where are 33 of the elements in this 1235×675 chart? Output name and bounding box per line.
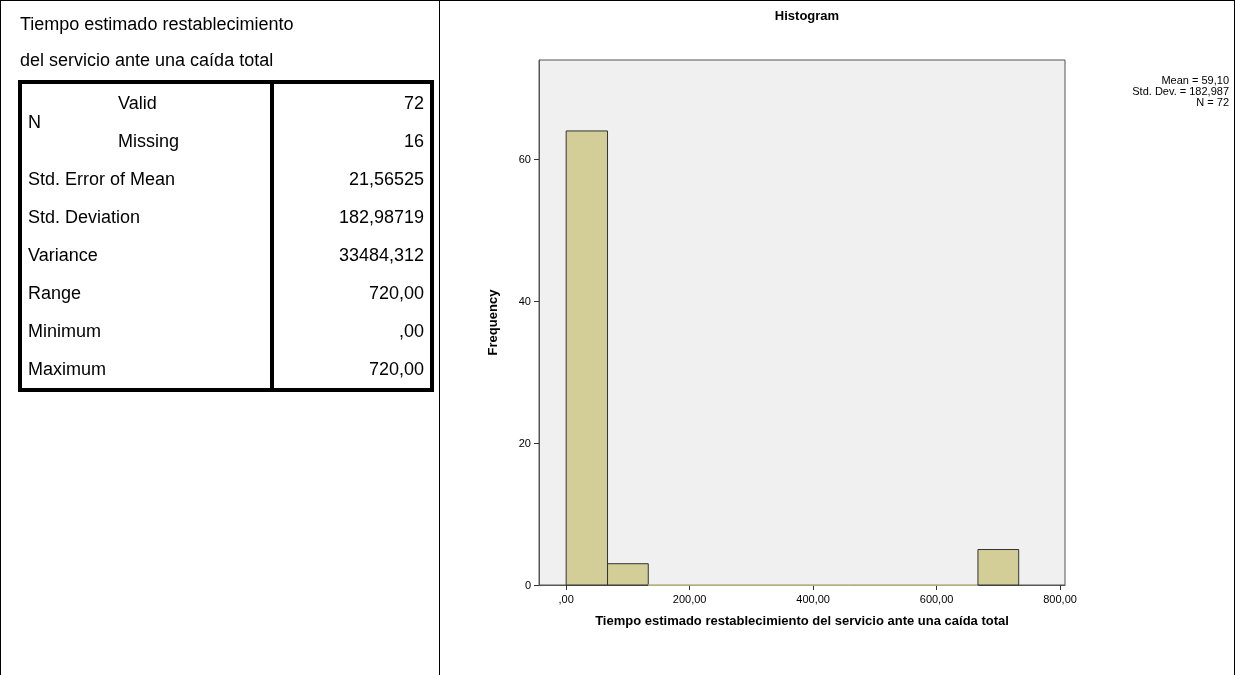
x-axis-title: Tiempo estimado restablecimiento del servicio ante una caída total [595,613,1009,628]
text: Std. Error of Mean [28,168,176,191]
text: Minimum [28,320,102,343]
y-tick-label: 20 [518,437,531,450]
text: Missing [118,130,180,153]
chart-title: Histogram [774,8,840,23]
y-tick-label: 60 [518,153,531,166]
x-tick-label: 200,00 [672,592,707,605]
text: Maximum [28,358,107,381]
text: Std. Deviation [28,206,141,229]
text: 720,00 [368,282,424,305]
text: 33484,312 [338,244,424,267]
text: Mean = 59,10 [1161,73,1230,86]
text: ,00 [398,320,424,343]
x-tick-label: ,00 [558,592,574,605]
x-tick-label: 400,00 [796,592,830,605]
text: Std. Dev. = 182,987 [1132,84,1230,97]
text: 21,56525 [348,168,424,191]
text: Tiempo estimado restablecimiento del servicio ante una caída total [20,13,295,72]
text: 72 [403,92,424,115]
y-tick-label: 0 [524,579,531,591]
text: 16 [403,130,424,153]
text: Range [28,282,82,305]
text: N = 72 [1196,95,1229,108]
text: 720,00 [368,358,424,381]
text: N [28,111,41,134]
x-tick-label: 800,00 [1043,592,1077,605]
y-axis-title: Frequency [485,288,500,356]
text: Valid [118,92,157,115]
text: 182,98719 [338,206,424,229]
text: Variance [28,244,98,267]
y-tick-label: 40 [518,295,531,308]
x-tick-label: 600,00 [919,592,954,605]
